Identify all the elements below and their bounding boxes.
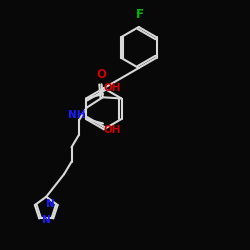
Text: O: O [96,68,106,80]
Text: N: N [42,215,51,225]
Text: OH: OH [104,83,122,93]
Text: NH: NH [68,110,86,120]
Text: OH: OH [104,124,122,134]
Text: N: N [46,199,55,209]
Text: F: F [136,8,144,22]
